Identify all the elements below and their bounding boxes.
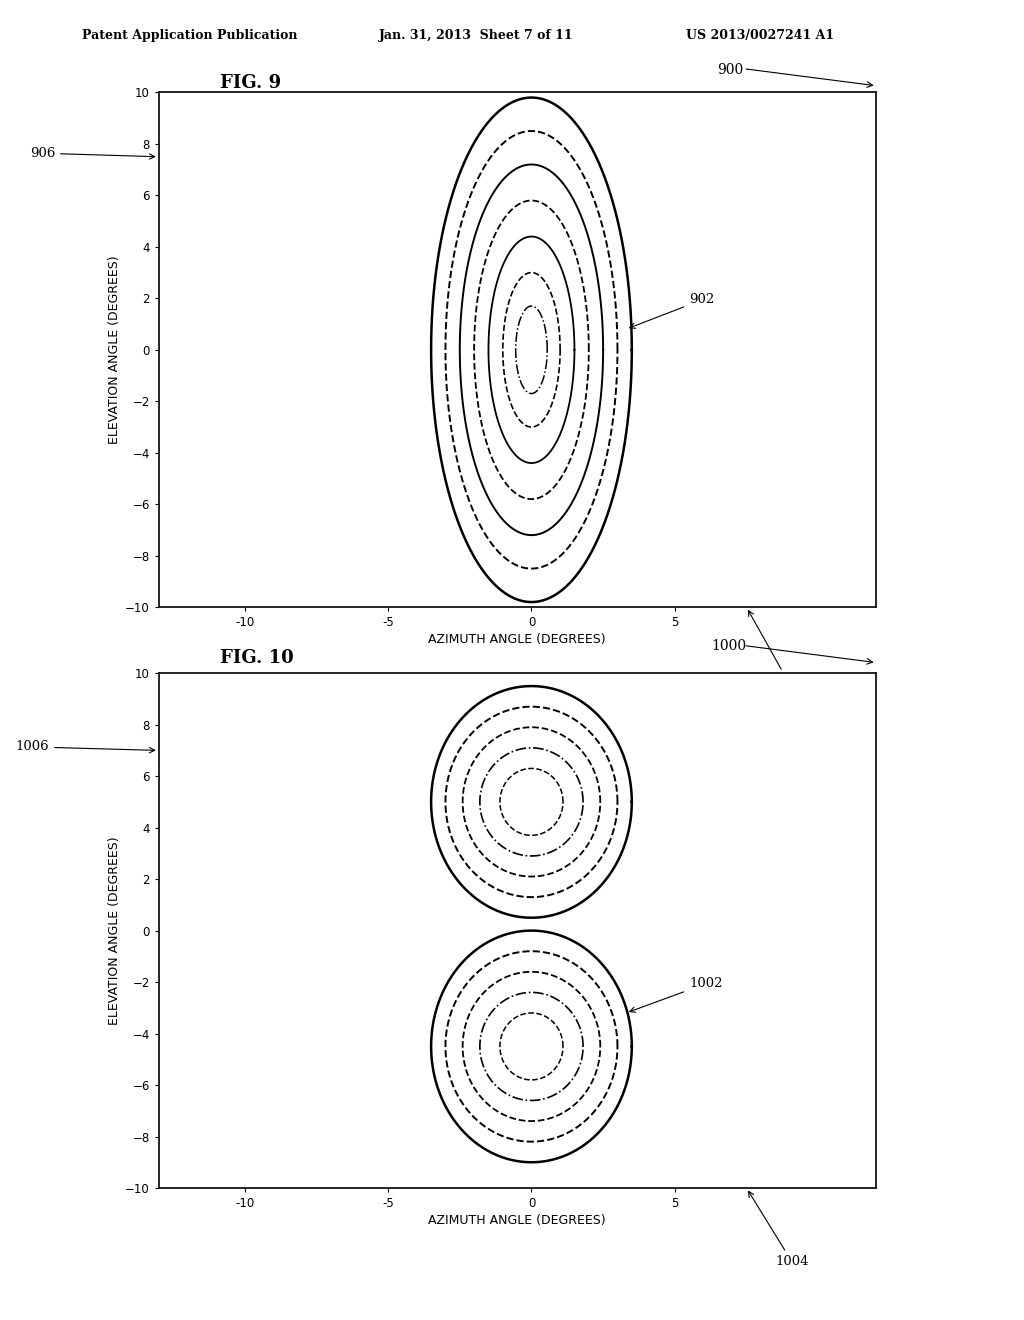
Text: 1006: 1006	[15, 741, 155, 754]
X-axis label: AZIMUTH ANGLE (DEGREES): AZIMUTH ANGLE (DEGREES)	[428, 634, 606, 647]
Text: 904: 904	[749, 611, 801, 688]
Text: US 2013/0027241 A1: US 2013/0027241 A1	[686, 29, 835, 42]
Y-axis label: ELEVATION ANGLE (DEGREES): ELEVATION ANGLE (DEGREES)	[108, 256, 121, 444]
Text: 1004: 1004	[749, 1192, 809, 1269]
Text: 1002: 1002	[630, 977, 723, 1012]
Text: 1000: 1000	[712, 639, 746, 653]
Text: Jan. 31, 2013  Sheet 7 of 11: Jan. 31, 2013 Sheet 7 of 11	[379, 29, 573, 42]
Text: FIG. 10: FIG. 10	[220, 649, 294, 668]
Text: 902: 902	[630, 293, 715, 329]
Y-axis label: ELEVATION ANGLE (DEGREES): ELEVATION ANGLE (DEGREES)	[108, 837, 121, 1024]
X-axis label: AZIMUTH ANGLE (DEGREES): AZIMUTH ANGLE (DEGREES)	[428, 1214, 606, 1228]
Text: 900: 900	[717, 63, 743, 78]
Text: FIG. 9: FIG. 9	[220, 74, 282, 92]
Text: 906: 906	[30, 147, 155, 160]
Text: Patent Application Publication: Patent Application Publication	[82, 29, 297, 42]
